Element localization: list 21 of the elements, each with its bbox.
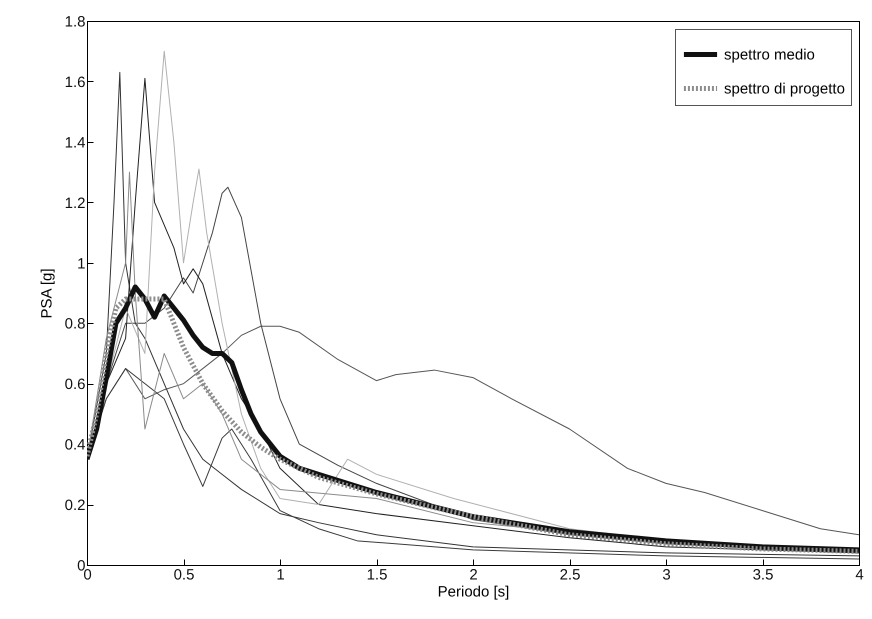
y-tick-label: 0.4 xyxy=(64,436,86,454)
x-tick-label: 2 xyxy=(469,566,478,584)
x-tick-label: 1.5 xyxy=(366,566,388,584)
y-tick-label: 0.6 xyxy=(64,376,86,394)
x-tick-label: 4 xyxy=(855,566,864,584)
x-tick-label: 2.5 xyxy=(560,566,580,584)
y-axis-title: PSA [g] xyxy=(38,268,56,319)
y-tick-label: 1.4 xyxy=(64,134,86,152)
x-axis-title: Periodo [s] xyxy=(438,584,510,600)
x-tick-label: 3 xyxy=(662,566,671,584)
y-tick-label: 0.8 xyxy=(64,316,86,333)
y-tick-label: 1.6 xyxy=(64,74,86,91)
y-tick-label: 1 xyxy=(77,255,86,272)
legend-label: spettro di progetto xyxy=(724,80,845,98)
x-tick-label: 1 xyxy=(276,566,285,584)
x-tick-label: 0.5 xyxy=(174,566,194,584)
y-tick-label: 1.8 xyxy=(64,14,86,30)
y-tick-label: 0.2 xyxy=(64,497,86,514)
legend-label: spettro medio xyxy=(724,46,815,64)
y-tick-label: 1.2 xyxy=(64,194,86,212)
x-tick-label: 3.5 xyxy=(752,566,774,584)
